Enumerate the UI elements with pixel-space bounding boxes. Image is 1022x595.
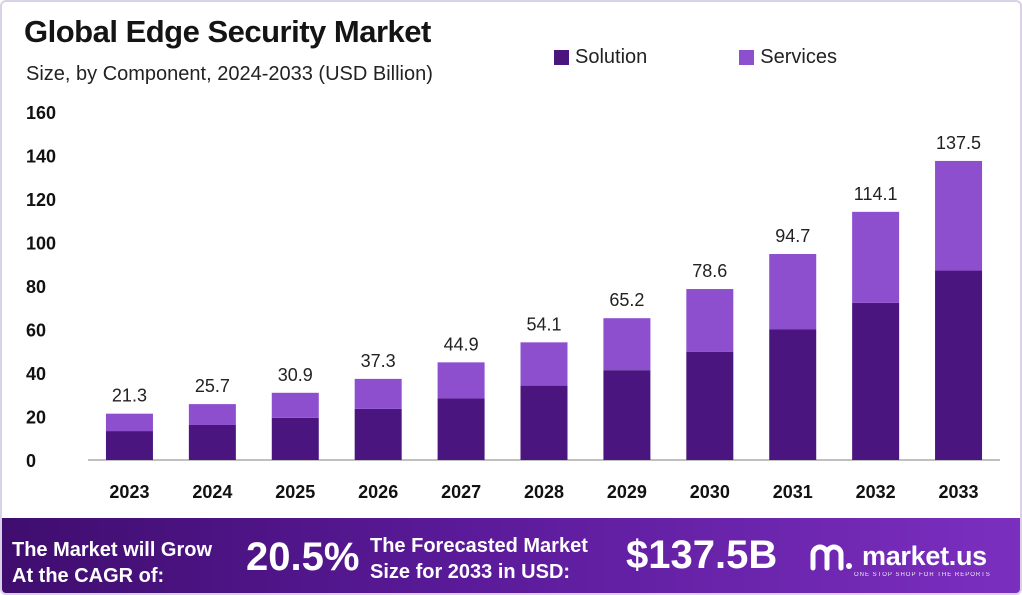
cagr-label-line2: At the CAGR of: <box>12 565 165 587</box>
bar-services-2025 <box>271 392 319 418</box>
x-tick-label-2029: 2029 <box>607 482 647 502</box>
y-tick-label-1: 20 <box>26 408 46 428</box>
x-tick-label-2033: 2033 <box>939 482 979 502</box>
x-tick-label-2028: 2028 <box>524 482 564 502</box>
data-label-2026: 37.3 <box>361 351 396 371</box>
bar-solution-2025 <box>271 417 319 460</box>
bar-solution-2031 <box>769 329 817 460</box>
y-tick-label-7: 140 <box>26 147 56 167</box>
data-label-2029: 65.2 <box>609 290 644 310</box>
bar-services-2031 <box>769 254 817 330</box>
cagr-label-line1: The Market will Grow <box>12 539 213 561</box>
x-tick-label-2023: 2023 <box>109 482 149 502</box>
data-label-2025: 30.9 <box>278 365 313 385</box>
data-label-2030: 78.6 <box>692 261 727 281</box>
data-label-2033: 137.5 <box>936 133 981 153</box>
bar-services-2027 <box>437 362 485 399</box>
bar-services-2033 <box>935 160 983 271</box>
x-tick-label-2025: 2025 <box>275 482 315 502</box>
market-us-logo-icon <box>810 544 852 571</box>
brand-tagline: ONE STOP SHOP FOR THE REPORTS <box>854 572 991 578</box>
y-tick-label-2: 40 <box>26 364 46 384</box>
data-label-2024: 25.7 <box>195 376 230 396</box>
forecast-label-line1: The Forecasted Market <box>370 535 588 557</box>
bar-solution-2026 <box>354 408 402 460</box>
x-tick-label-2026: 2026 <box>358 482 398 502</box>
legend-swatch-solution <box>554 50 569 65</box>
cagr-value: 20.5% <box>246 535 360 579</box>
cagr-label: The Market will Grow At the CAGR of: <box>12 537 212 589</box>
data-label-2028: 54.1 <box>526 314 561 334</box>
chart-subtitle: Size, by Component, 2024-2033 (USD Billi… <box>26 63 433 85</box>
x-tick-label-2027: 2027 <box>441 482 481 502</box>
bar-services-2024 <box>188 404 236 425</box>
data-label-2023: 21.3 <box>112 386 147 406</box>
data-label-2027: 44.9 <box>444 334 479 354</box>
y-tick-label-5: 100 <box>26 234 56 254</box>
bar-solution-2032 <box>852 302 900 460</box>
forecast-label: The Forecasted Market Size for 2033 in U… <box>370 533 588 585</box>
bar-solution-2029 <box>603 370 651 460</box>
bar-chart: 0 20 40 60 80 100 120 140 160 21.3 2023 25.7 2024 30.… <box>26 103 1000 502</box>
y-tick-label-0: 0 <box>26 451 36 471</box>
forecast-label-line2: Size for 2033 in USD: <box>370 561 571 583</box>
legend-item-solution: Solution <box>554 46 647 69</box>
bar-services-2032 <box>852 211 900 303</box>
bar-solution-2027 <box>437 398 485 460</box>
bar-services-2030 <box>686 289 734 352</box>
legend-swatch-services <box>739 50 755 65</box>
bar-solution-2024 <box>188 424 236 460</box>
y-tick-label-3: 60 <box>26 321 46 341</box>
legend-label-services: Services <box>760 46 837 68</box>
bar-services-2026 <box>354 378 402 409</box>
bar-solution-2023 <box>105 431 153 460</box>
x-tick-label-2030: 2030 <box>690 482 730 502</box>
legend-item-services: Services <box>739 46 837 69</box>
bar-solution-2033 <box>935 270 983 460</box>
bar-solution-2028 <box>520 385 568 460</box>
footer-banner: The Market will Grow At the CAGR of: 20.… <box>2 518 1020 593</box>
legend: Solution Services <box>554 46 929 69</box>
y-tick-label-8: 160 <box>26 103 56 123</box>
brand-name: market.us <box>862 540 987 571</box>
x-tick-label-2024: 2024 <box>192 482 232 502</box>
bar-solution-2030 <box>686 351 734 460</box>
brand-logo: market.us <box>810 540 987 572</box>
legend-label-solution: Solution <box>575 46 648 68</box>
data-label-2032: 114.1 <box>854 184 898 204</box>
x-tick-label-2031: 2031 <box>773 482 813 502</box>
y-tick-label-6: 120 <box>26 190 56 210</box>
data-label-2031: 94.7 <box>775 226 810 246</box>
y-tick-label-4: 80 <box>26 277 46 297</box>
bar-services-2029 <box>603 318 651 371</box>
bar-services-2023 <box>105 413 153 432</box>
x-tick-label-2032: 2032 <box>856 482 896 502</box>
bar-services-2028 <box>520 342 568 386</box>
forecast-value: $137.5B <box>626 533 778 577</box>
chart-title: Global Edge Security Market <box>24 14 431 49</box>
